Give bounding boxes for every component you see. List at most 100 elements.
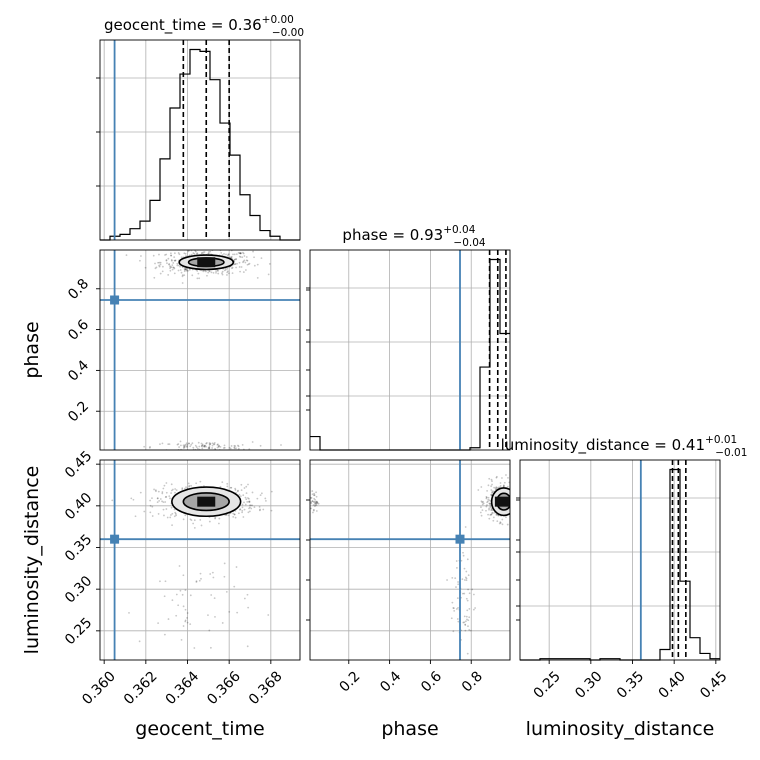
sample-point — [268, 263, 271, 265]
sample-point — [208, 447, 211, 449]
sample-point — [186, 269, 188, 272]
sample-point — [128, 611, 130, 614]
sample-point — [233, 447, 236, 450]
sample-point — [248, 262, 251, 265]
sample-point — [499, 484, 502, 487]
sample-point — [195, 482, 198, 485]
sample-point — [513, 482, 515, 484]
sample-point — [201, 444, 204, 447]
sample-point — [188, 442, 190, 445]
sample-point — [163, 595, 166, 598]
sample-point — [491, 491, 494, 494]
sample-point — [240, 266, 243, 268]
sample-point — [463, 621, 466, 624]
sample-point — [171, 268, 174, 271]
sample-point — [187, 269, 189, 272]
scatter-frame — [309, 459, 511, 661]
sample-point — [199, 480, 202, 483]
sample-point — [316, 501, 318, 504]
title-geocent-time: geocent_time = 0.36+0.00 −0.00 — [104, 14, 304, 39]
sample-point — [313, 494, 316, 497]
sample-point — [498, 486, 500, 489]
sample-point — [208, 445, 211, 448]
sample-point — [201, 443, 204, 446]
sample-point — [189, 518, 192, 521]
histogram-geocent-time — [100, 48, 300, 241]
sample-point — [248, 507, 250, 510]
sample-point — [488, 507, 490, 510]
sample-point — [196, 450, 198, 452]
sample-point — [456, 618, 459, 620]
sample-point — [241, 509, 244, 512]
sample-point — [170, 254, 173, 257]
sample-point — [477, 489, 480, 491]
sample-point — [513, 490, 515, 492]
x-axis-label-geocent-time: geocent_time — [135, 718, 264, 740]
sample-point — [512, 507, 514, 509]
sample-point — [184, 608, 187, 611]
sample-point — [185, 268, 188, 271]
sample-point — [196, 270, 199, 272]
sample-point — [157, 622, 160, 625]
sample-point — [260, 492, 263, 495]
sample-point — [480, 500, 483, 503]
sample-point — [486, 501, 488, 504]
sample-point — [489, 505, 492, 508]
sample-point — [179, 440, 182, 443]
sample-point — [495, 475, 498, 478]
sample-point — [171, 259, 173, 262]
sample-point — [156, 497, 159, 500]
corner-plot-panels: geocent_time = 0.36+0.00 −0.00 phase = 0.9… — [62, 14, 747, 708]
sample-point — [246, 263, 249, 266]
sample-point — [455, 560, 458, 562]
sample-point — [235, 257, 237, 260]
sample-point — [199, 572, 202, 575]
sample-point — [214, 517, 216, 520]
sample-point — [232, 253, 234, 256]
sample-point — [191, 274, 194, 277]
sample-point — [221, 270, 224, 273]
sample-point — [499, 522, 502, 524]
sample-point — [181, 274, 184, 277]
sample-point — [223, 575, 226, 578]
sample-point — [214, 447, 216, 450]
sample-point — [195, 580, 198, 583]
sample-point — [170, 506, 173, 509]
sample-point — [234, 263, 237, 265]
sample-point — [464, 623, 467, 626]
sample-point — [317, 502, 320, 505]
sample-point — [241, 511, 244, 514]
sample-point — [179, 269, 182, 271]
sample-point — [258, 505, 261, 508]
sample-point — [216, 446, 219, 449]
sample-point — [467, 588, 469, 591]
sample-point — [210, 271, 213, 274]
sample-point — [230, 256, 233, 259]
sample-point — [184, 252, 187, 255]
sample-point — [139, 259, 141, 262]
sample-point — [193, 647, 196, 649]
sample-point — [481, 503, 484, 506]
sample-point — [208, 270, 211, 273]
y-tick-label-luminosity-distance: 0.35 — [62, 531, 95, 564]
sample-point — [158, 261, 161, 264]
sample-point — [511, 495, 513, 497]
sample-point — [201, 252, 203, 254]
sample-point — [245, 256, 248, 258]
sample-point — [173, 267, 176, 270]
sample-point — [311, 490, 314, 492]
sample-point — [466, 652, 469, 655]
sample-point — [244, 503, 247, 506]
sample-point — [253, 506, 256, 509]
y-axis-label-phase: phase — [21, 321, 43, 378]
x-axis-label-luminosity-distance: luminosity_distance — [526, 718, 715, 740]
sample-point — [465, 570, 468, 573]
sample-point — [177, 252, 180, 254]
sample-point — [169, 266, 172, 268]
sample-point — [178, 253, 181, 256]
sample-point — [239, 252, 242, 254]
sample-point — [181, 593, 184, 596]
sample-point — [188, 484, 191, 487]
sample-point — [313, 494, 315, 497]
sample-point — [159, 263, 162, 266]
